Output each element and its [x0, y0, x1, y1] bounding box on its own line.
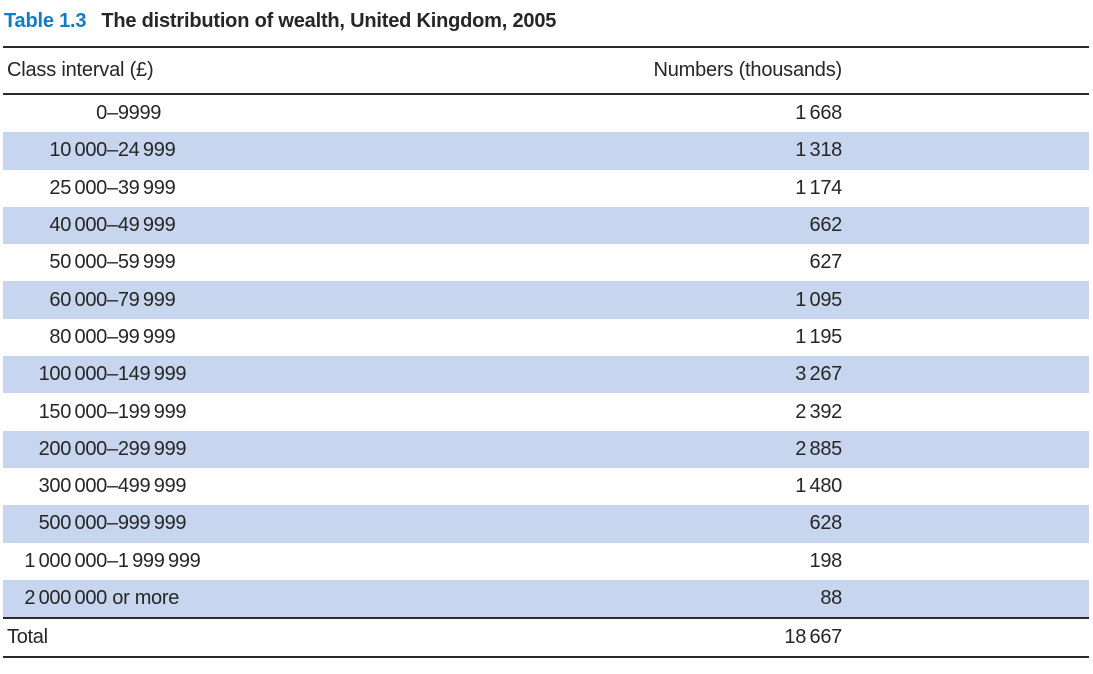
- interval-lower: 300 000: [38, 475, 108, 498]
- table-row: 50 000–59 999 627: [3, 244, 1089, 281]
- interval-lower: 40 000: [49, 214, 107, 237]
- table-row: 10 000–24 999 1 318: [3, 132, 1089, 170]
- interval-upper: –99 999: [107, 325, 176, 348]
- table-title: The distribution of wealth, United Kingd…: [101, 10, 557, 32]
- numbers-value: 198: [809, 549, 843, 572]
- numbers-value: 1 668: [795, 102, 842, 125]
- interval-upper: –24 999: [107, 139, 176, 162]
- interval-lower: 80 000: [49, 325, 107, 348]
- class-interval-cell: 200 000–299 999: [3, 438, 629, 461]
- class-interval-cell: 10 000–24 999: [3, 139, 629, 162]
- numbers-value: 1 318: [795, 139, 842, 162]
- numbers-value: 2 885: [795, 437, 842, 460]
- table-row: 1 000 000–1 999 999 198: [3, 543, 1089, 580]
- table-total-row: Total 18 667: [3, 617, 1089, 659]
- table-number: Table 1.3: [4, 10, 87, 32]
- class-interval-cell: 1 000 000–1 999 999: [3, 550, 629, 573]
- interval-upper: –499 999: [107, 475, 187, 498]
- table-caption: Table 1.3 The distribution of wealth, Uni…: [4, 10, 1090, 33]
- table-row: 0–9999 1 668: [3, 95, 1089, 132]
- table-row: 25 000–39 999 1 174: [3, 170, 1089, 207]
- class-interval-cell: 2 000 000 or more: [3, 587, 629, 610]
- interval-upper: –299 999: [107, 437, 187, 460]
- interval-upper: –79 999: [107, 288, 176, 311]
- interval-upper: –59 999: [107, 251, 176, 274]
- interval-lower: 150 000: [38, 400, 108, 423]
- column-header-class-interval: Class interval (£): [7, 59, 154, 81]
- table-row: 200 000–299 999 2 885: [3, 430, 1089, 468]
- interval-upper: –9999: [107, 102, 162, 125]
- class-interval-cell: 150 000–199 999: [3, 401, 629, 424]
- wealth-distribution-table: Class interval (£) Numbers (thousands) 0…: [3, 46, 1089, 659]
- numbers-value: 88: [820, 587, 842, 609]
- class-interval-cell: 50 000–59 999: [3, 251, 629, 274]
- interval-lower: 10 000: [49, 139, 107, 162]
- class-interval-cell: 300 000–499 999: [3, 475, 629, 498]
- interval-lower: 50 000: [49, 251, 107, 274]
- column-header-numbers: Numbers (thousands): [653, 59, 842, 81]
- numbers-value: 1 195: [795, 325, 842, 348]
- numbers-value: 2 392: [795, 400, 842, 423]
- table-body: 0–9999 1 668 10 000–24 999 1 318 25 000–…: [3, 95, 1089, 618]
- numbers-value: 1 095: [795, 288, 842, 311]
- table-row: 80 000–99 999 1 195: [3, 319, 1089, 356]
- numbers-value: 3 267: [795, 363, 842, 386]
- class-interval-cell: 500 000–999 999: [3, 512, 629, 535]
- table-row: 40 000–49 999 662: [3, 206, 1089, 245]
- interval-lower: 25 000: [49, 176, 107, 199]
- interval-upper: –199 999: [107, 400, 187, 423]
- table-row: 150 000–199 999 2 392: [3, 393, 1089, 430]
- table-row: 100 000–149 999 3 267: [3, 356, 1089, 394]
- interval-lower: 200 000: [38, 437, 108, 460]
- interval-lower: 2 000 000: [24, 587, 107, 609]
- class-interval-cell: 25 000–39 999: [3, 177, 629, 200]
- interval-upper: –39 999: [107, 176, 176, 199]
- interval-upper: or more: [107, 587, 180, 609]
- interval-lower: 1 000 000: [24, 549, 107, 572]
- table-row: 60 000–79 999 1 095: [3, 281, 1089, 319]
- total-value: 18 667: [784, 626, 842, 649]
- class-interval-cell: 80 000–99 999: [3, 326, 629, 349]
- interval-lower: 60 000: [49, 288, 107, 311]
- class-interval-cell: 40 000–49 999: [3, 214, 629, 237]
- numbers-value: 627: [809, 251, 843, 274]
- numbers-value: 628: [809, 512, 843, 535]
- class-interval-cell: 60 000–79 999: [3, 289, 629, 312]
- numbers-value: 1 480: [795, 475, 842, 498]
- interval-lower: 500 000: [38, 512, 108, 535]
- table-row: 300 000–499 999 1 480: [3, 468, 1089, 505]
- table-row: 2 000 000 or more 88: [3, 579, 1089, 618]
- interval-lower: 100 000: [38, 363, 108, 386]
- total-label: Total: [7, 626, 48, 649]
- class-interval-cell: 100 000–149 999: [3, 363, 629, 386]
- numbers-value: 1 174: [795, 176, 842, 199]
- table-row: 500 000–999 999 628: [3, 505, 1089, 543]
- interval-upper: –999 999: [107, 512, 187, 535]
- interval-upper: –1 999 999: [107, 549, 201, 572]
- interval-upper: –49 999: [107, 214, 176, 237]
- interval-lower: 0: [96, 102, 107, 125]
- table-header-row: Class interval (£) Numbers (thousands): [3, 48, 1089, 95]
- interval-upper: –149 999: [107, 363, 187, 386]
- numbers-value: 662: [809, 214, 843, 237]
- class-interval-cell: 0–9999: [3, 102, 629, 125]
- table-figure: Table 1.3 The distribution of wealth, Uni…: [3, 10, 1090, 659]
